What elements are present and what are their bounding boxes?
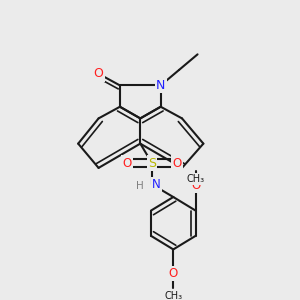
Text: O: O [94, 67, 103, 80]
Text: O: O [191, 179, 200, 192]
Text: H: H [136, 181, 144, 191]
Text: CH₃: CH₃ [187, 174, 205, 184]
Text: O: O [172, 157, 182, 169]
Text: CH₃: CH₃ [164, 291, 182, 300]
Text: N: N [156, 79, 165, 92]
Text: N: N [152, 178, 161, 191]
Text: O: O [169, 267, 178, 280]
Text: O: O [122, 157, 131, 169]
Text: S: S [148, 157, 156, 169]
